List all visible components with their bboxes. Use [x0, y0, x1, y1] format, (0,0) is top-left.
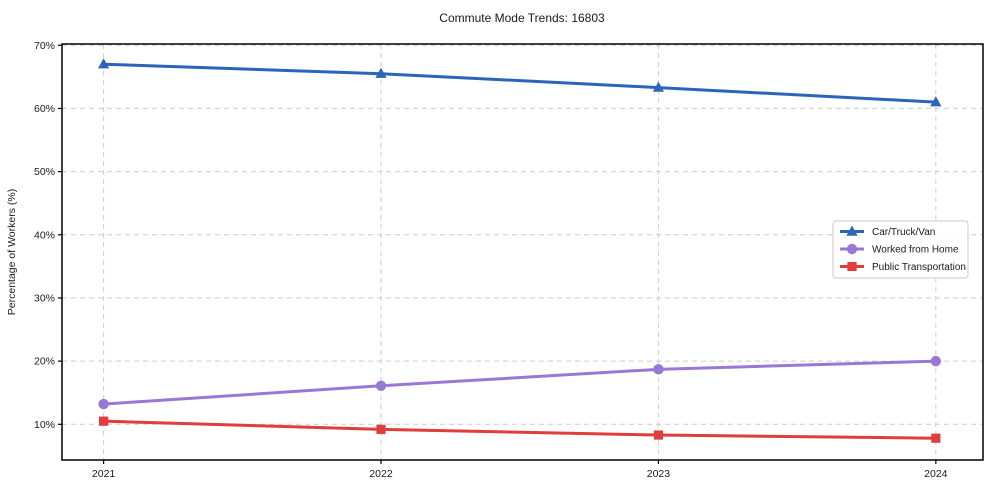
- y-axis-label: Percentage of Workers (%): [6, 189, 18, 315]
- data-point-worked-from-home: [653, 364, 664, 375]
- y-tick-label: 30%: [34, 292, 55, 304]
- data-point-worked-from-home: [930, 355, 942, 367]
- series-line-worked-from-home: [102, 359, 938, 406]
- legend-label-public-transportation: Public Transportation: [872, 262, 966, 273]
- data-point-car-truck-van: [98, 58, 110, 69]
- y-tick-label: 20%: [34, 356, 55, 368]
- y-tick-label: 10%: [34, 419, 55, 431]
- data-point-public-transportation: [376, 424, 386, 434]
- data-point-car-truck-van: [652, 81, 665, 92]
- y-tick-label: 40%: [34, 229, 55, 241]
- x-tick-label: 2024: [924, 468, 948, 480]
- x-tick-label: 2021: [92, 468, 116, 480]
- data-point-car-truck-van: [375, 67, 387, 78]
- y-tick-label: 50%: [34, 166, 55, 178]
- legend-swatch-marker: [846, 225, 858, 236]
- data-point-public-transportation: [99, 416, 109, 426]
- data-point-car-truck-van: [930, 96, 942, 107]
- legend-swatch-marker: [847, 261, 857, 272]
- chart-title: Commute Mode Trends: 16803: [439, 11, 605, 25]
- y-tick-label: 70%: [34, 40, 55, 52]
- data-point-worked-from-home: [375, 380, 387, 391]
- series-line-public-transportation: [102, 419, 938, 440]
- x-tick-label: 2022: [369, 468, 393, 480]
- x-tick-label: 2023: [647, 468, 671, 480]
- legend-label-worked-from-home: Worked from Home: [872, 245, 959, 256]
- legend: Car/Truck/Van Worked from Home Public Tr…: [832, 220, 969, 279]
- legend-swatch-marker: [846, 243, 858, 255]
- y-tick-label: 60%: [34, 103, 55, 115]
- data-point-worked-from-home: [98, 398, 109, 410]
- axis-ticks: 10% 20% 30% 40% 50% 60% 70% 2021 2022 2023 2024: [34, 40, 948, 480]
- plot-border: [61, 43, 984, 461]
- legend-label-car-truck-van: Car/Truck/Van: [872, 227, 935, 238]
- data-point-public-transportation: [653, 430, 664, 440]
- legend-swatches: [840, 225, 864, 272]
- grid-lines: [62, 44, 983, 460]
- series-line-car-truck-van: [102, 62, 938, 104]
- data-series: [98, 58, 942, 443]
- legend-box: [832, 220, 969, 279]
- data-point-public-transportation: [931, 433, 941, 443]
